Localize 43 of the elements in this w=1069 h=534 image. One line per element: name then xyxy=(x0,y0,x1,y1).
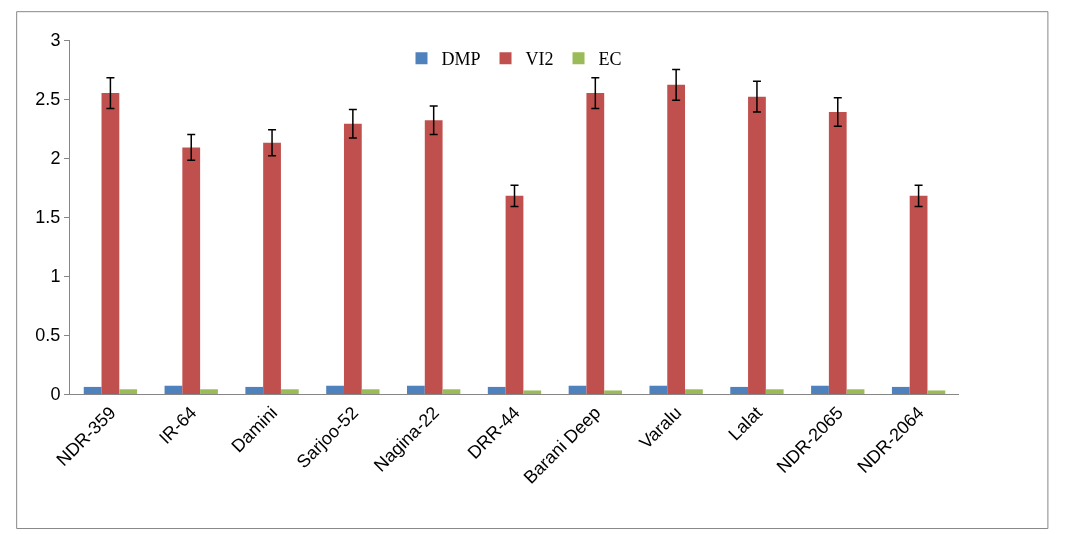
bar xyxy=(523,390,542,394)
bar xyxy=(361,389,380,394)
y-tick-label: 3 xyxy=(50,30,61,51)
bar xyxy=(811,385,829,394)
bar xyxy=(685,389,703,394)
y-tick-label: 0.5 xyxy=(35,325,61,346)
bar xyxy=(280,389,299,394)
bar xyxy=(101,93,120,394)
bar xyxy=(182,147,201,394)
bar xyxy=(343,123,362,394)
bar xyxy=(909,195,928,394)
bar xyxy=(424,120,443,394)
y-tick-label: 2 xyxy=(50,148,61,169)
bar xyxy=(505,195,524,394)
bar xyxy=(245,386,264,394)
bar xyxy=(407,385,425,394)
legend-label: EC xyxy=(598,49,622,70)
y-tick-label: 2.5 xyxy=(35,89,61,110)
bar xyxy=(326,385,344,394)
y-tick-label: 1.5 xyxy=(35,207,61,228)
bar xyxy=(765,389,784,394)
bar xyxy=(748,96,766,394)
bar xyxy=(891,386,910,394)
bar xyxy=(119,389,138,394)
bar xyxy=(487,386,506,394)
bar xyxy=(164,385,183,394)
bar xyxy=(263,142,281,394)
bar xyxy=(586,93,605,394)
legend-label: DMP xyxy=(441,49,481,70)
y-tick-label: 1 xyxy=(50,266,61,287)
bar xyxy=(846,389,865,394)
bar xyxy=(568,385,587,394)
bar xyxy=(442,389,461,394)
bar xyxy=(730,386,749,394)
legend-label: VI2 xyxy=(525,49,554,70)
bar xyxy=(828,111,847,394)
bar xyxy=(667,84,686,394)
bar xyxy=(200,389,218,394)
y-tick-label: 0 xyxy=(50,384,61,405)
bar xyxy=(649,385,668,394)
bar xyxy=(83,386,102,394)
bar xyxy=(927,390,946,394)
bar xyxy=(604,390,622,394)
